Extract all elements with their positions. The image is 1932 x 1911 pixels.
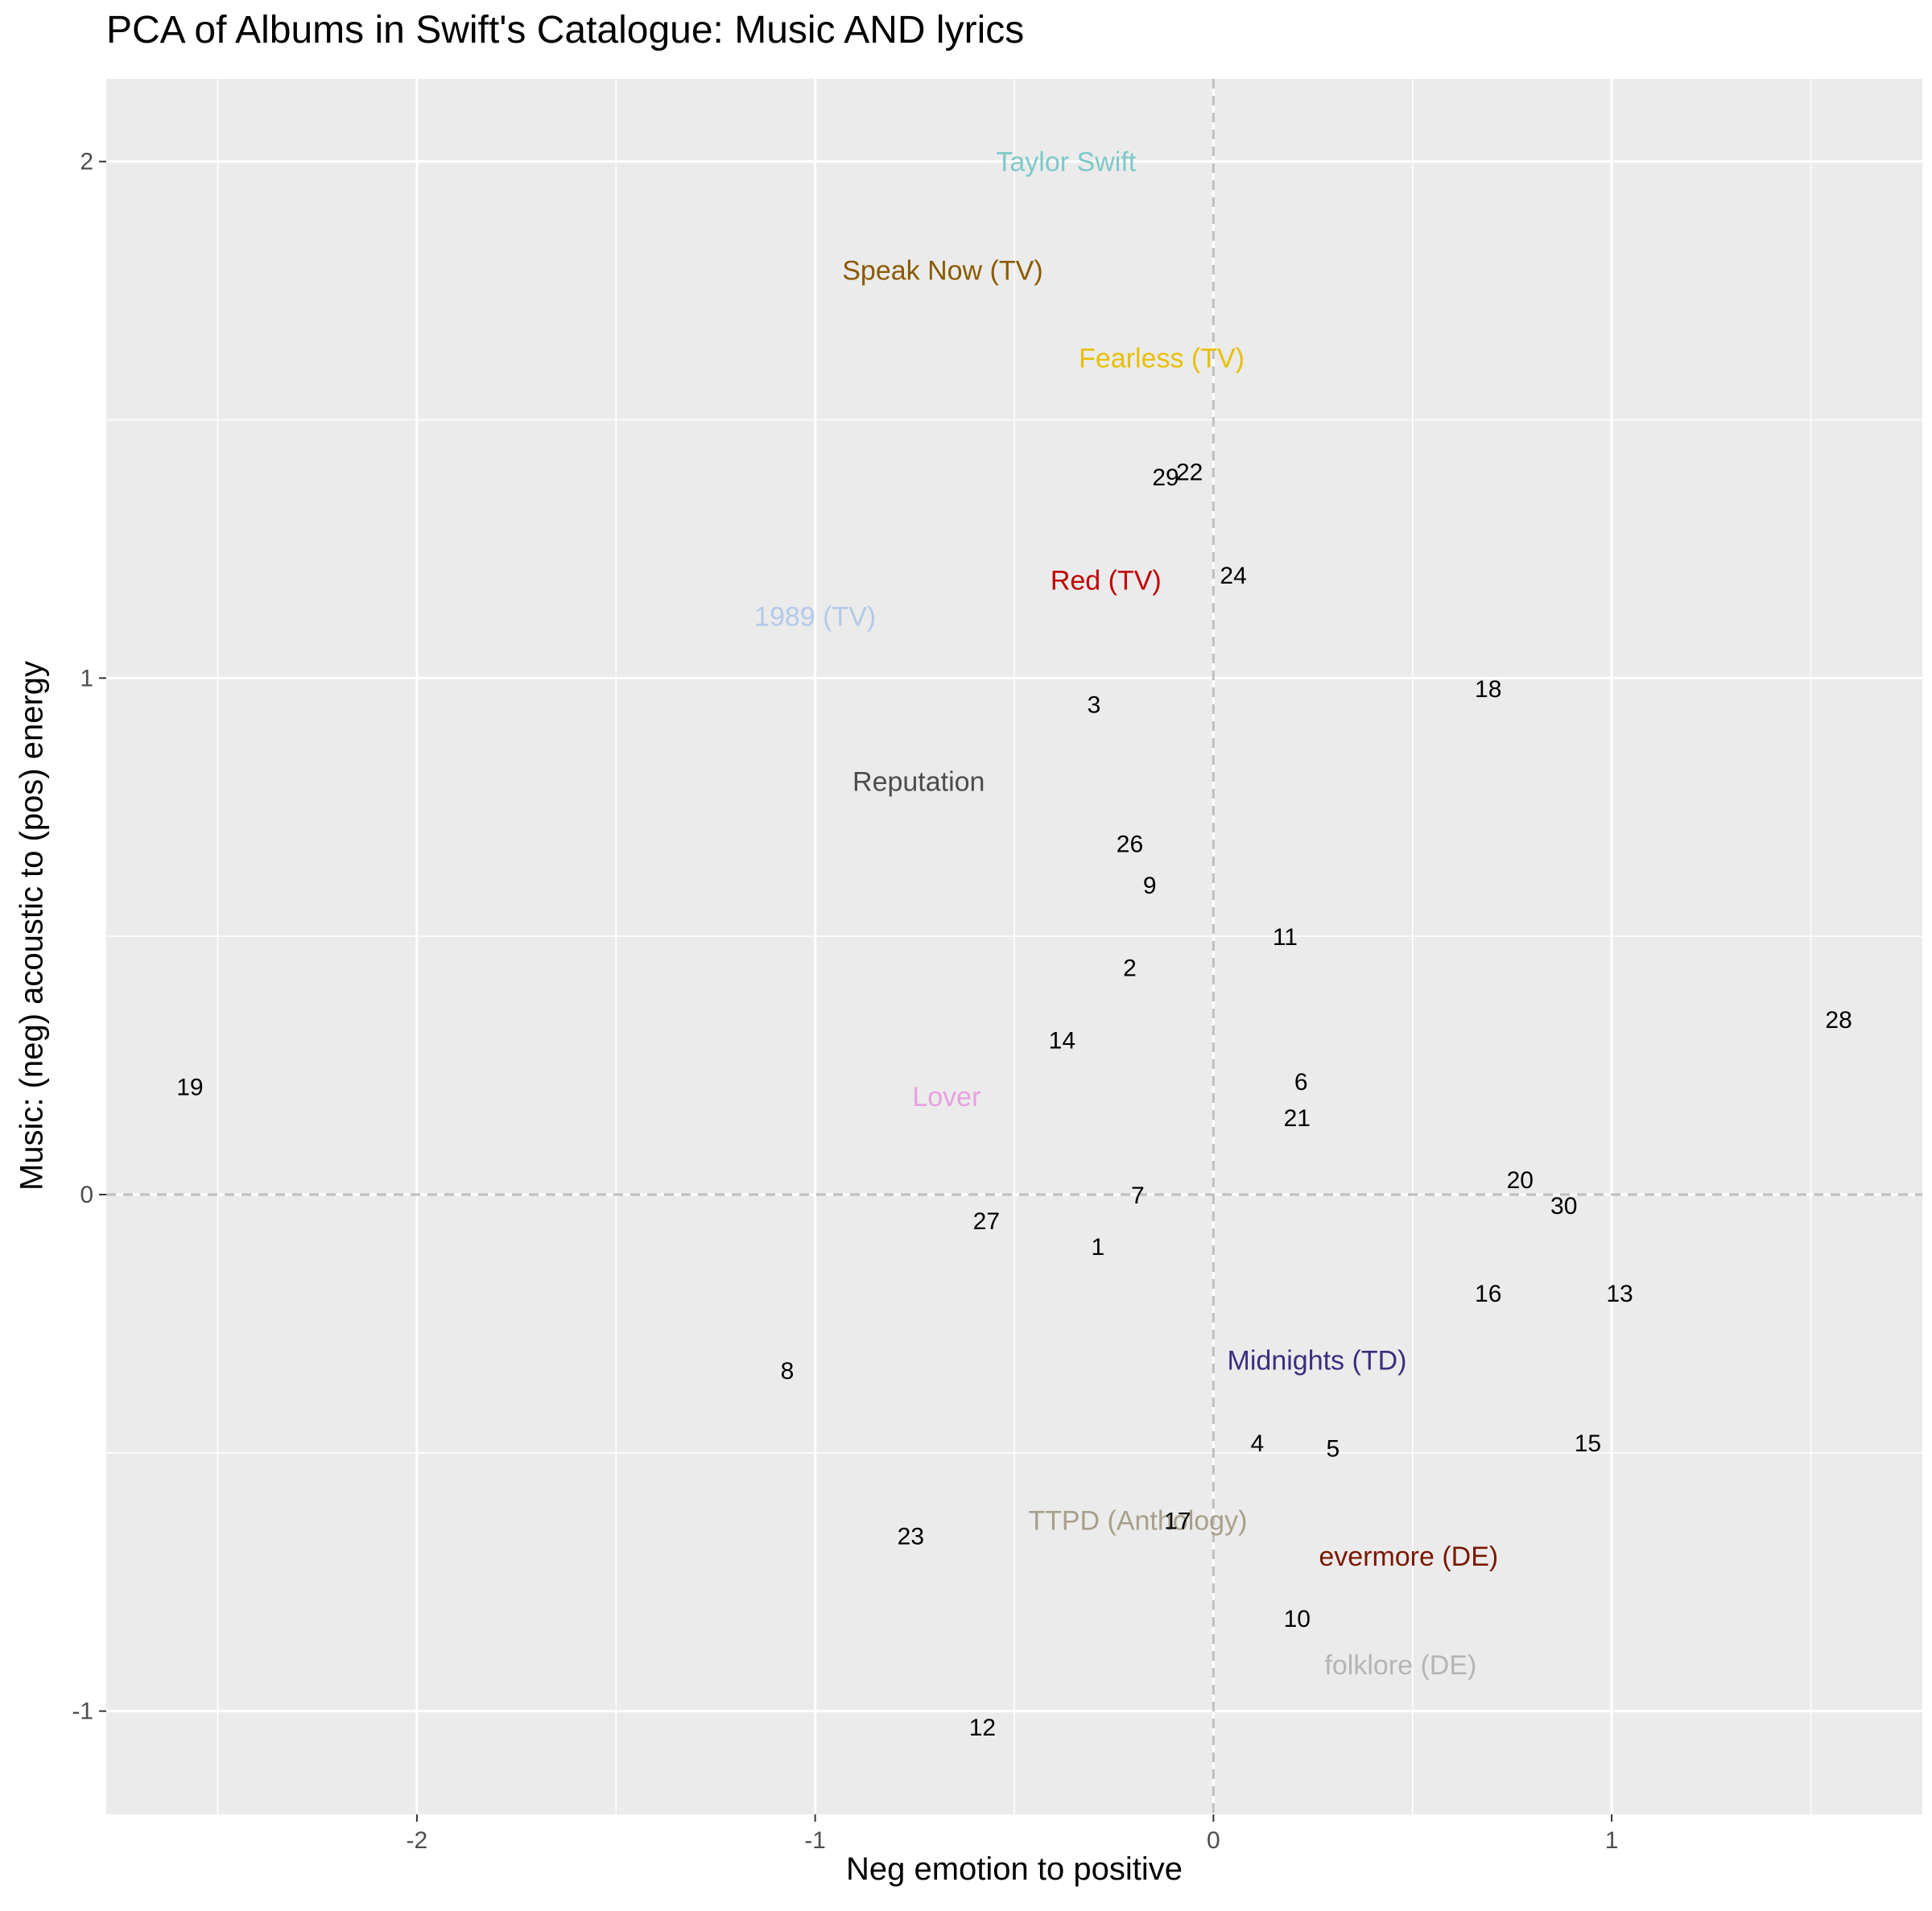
point-label-19: 19 bbox=[176, 1074, 203, 1100]
point-label-28: 28 bbox=[1825, 1007, 1852, 1034]
point-label-8: 8 bbox=[781, 1358, 795, 1385]
x-tick-label: 1 bbox=[1605, 1827, 1619, 1854]
point-label-12: 12 bbox=[969, 1715, 996, 1741]
point-label-13: 13 bbox=[1606, 1281, 1633, 1307]
album-label-5: Reputation bbox=[852, 767, 985, 798]
y-tick-label: 1 bbox=[80, 665, 93, 691]
point-label-17: 17 bbox=[1164, 1508, 1191, 1534]
x-axis-title: Neg emotion to positive bbox=[845, 1851, 1183, 1887]
point-label-14: 14 bbox=[1049, 1028, 1075, 1055]
point-label-1: 1 bbox=[1092, 1234, 1105, 1261]
album-label-1: Speak Now (TV) bbox=[842, 255, 1042, 286]
point-label-29: 29 bbox=[1152, 464, 1179, 491]
point-label-24: 24 bbox=[1220, 563, 1246, 589]
y-tick-label: 2 bbox=[80, 149, 93, 175]
y-tick-label: 0 bbox=[80, 1182, 93, 1208]
point-label-2: 2 bbox=[1123, 956, 1137, 982]
point-label-10: 10 bbox=[1284, 1606, 1311, 1632]
point-label-20: 20 bbox=[1507, 1167, 1534, 1194]
point-label-5: 5 bbox=[1326, 1435, 1340, 1462]
point-label-16: 16 bbox=[1475, 1281, 1501, 1307]
chart-title: PCA of Albums in Swift's Catalogue: Musi… bbox=[106, 9, 1025, 52]
point-label-26: 26 bbox=[1117, 832, 1143, 858]
point-label-4: 4 bbox=[1250, 1430, 1264, 1457]
point-label-3: 3 bbox=[1088, 691, 1101, 718]
album-label-9: evermore (DE) bbox=[1319, 1542, 1498, 1572]
point-label-11: 11 bbox=[1273, 924, 1298, 951]
y-tick-label: -1 bbox=[72, 1698, 93, 1725]
album-label-10: folklore (DE) bbox=[1324, 1650, 1476, 1681]
album-label-0: Taylor Swift bbox=[996, 147, 1136, 178]
point-label-21: 21 bbox=[1284, 1105, 1311, 1132]
album-label-6: Lover bbox=[912, 1082, 980, 1112]
point-label-23: 23 bbox=[898, 1524, 924, 1550]
point-label-18: 18 bbox=[1475, 676, 1501, 703]
x-tick-label: 0 bbox=[1207, 1827, 1220, 1854]
point-label-27: 27 bbox=[973, 1208, 1000, 1235]
album-label-4: 1989 (TV) bbox=[754, 601, 876, 632]
point-label-22: 22 bbox=[1176, 460, 1203, 486]
point-label-7: 7 bbox=[1131, 1183, 1145, 1209]
album-label-7: Midnights (TD) bbox=[1228, 1345, 1407, 1376]
point-label-15: 15 bbox=[1575, 1430, 1601, 1457]
point-label-6: 6 bbox=[1294, 1069, 1308, 1096]
album-label-2: Fearless (TV) bbox=[1079, 344, 1245, 374]
point-label-9: 9 bbox=[1143, 873, 1157, 899]
x-tick-label: -2 bbox=[407, 1827, 428, 1854]
album-label-8: TTPD (Anthology) bbox=[1028, 1505, 1247, 1536]
album-label-3: Red (TV) bbox=[1051, 565, 1162, 596]
point-label-30: 30 bbox=[1550, 1193, 1577, 1220]
x-tick-label: -1 bbox=[804, 1827, 826, 1854]
